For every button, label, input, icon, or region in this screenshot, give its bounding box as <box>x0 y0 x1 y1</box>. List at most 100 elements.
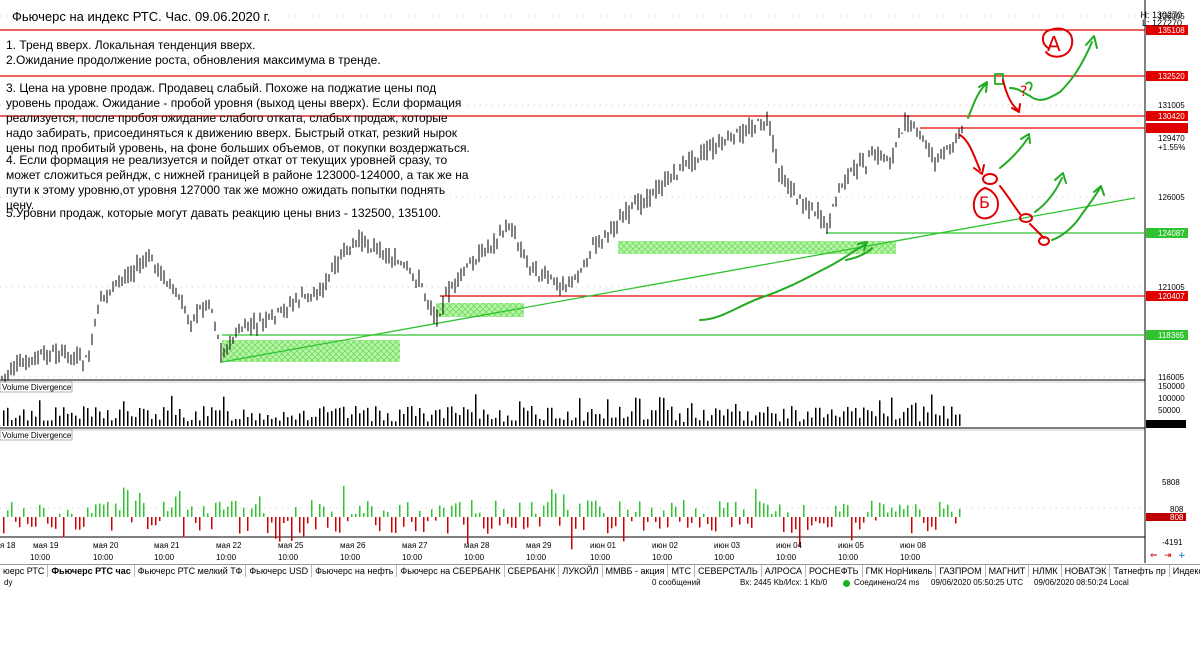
svg-text:10:00: 10:00 <box>838 553 859 562</box>
tab-1[interactable]: Фьючерс РТС час <box>48 565 135 577</box>
volume-bar <box>99 411 101 426</box>
tab-6[interactable]: СБЕРБАНК <box>505 565 560 577</box>
tab-17[interactable]: НОВАТЭК <box>1062 565 1111 577</box>
volume-bar <box>487 414 489 426</box>
trading-chart[interactable]: 136005 131005 126005 121005 116005 13510… <box>0 0 1200 600</box>
divergence-bar <box>579 503 581 517</box>
volume-bar <box>275 417 277 426</box>
svg-text:100000: 100000 <box>1158 394 1185 403</box>
volume-bar <box>331 411 333 426</box>
volume-bar <box>727 409 729 426</box>
volume-bar <box>351 414 353 426</box>
divergence-bar <box>603 513 605 517</box>
tab-15[interactable]: МАГНИТ <box>986 565 1030 577</box>
divergence-bar <box>71 513 73 517</box>
tab-16[interactable]: НЛМК <box>1029 565 1062 577</box>
volume-bar <box>899 418 901 426</box>
svg-text:июн 02: июн 02 <box>652 541 679 550</box>
divergence-bar <box>475 513 477 517</box>
tab-10[interactable]: СЕВЕРСТАЛЬ <box>695 565 762 577</box>
volume-bar <box>623 418 625 426</box>
volume-bar <box>851 411 853 426</box>
volume-bar <box>627 416 629 426</box>
volume-bar <box>191 419 193 426</box>
volume-bar <box>895 419 897 426</box>
divergence-bar <box>599 506 601 517</box>
divergence-bar <box>247 517 249 531</box>
volume-bar <box>751 420 753 426</box>
support-zones <box>222 241 896 362</box>
divergence-bar <box>39 504 41 517</box>
divergence-bar <box>479 512 481 517</box>
tab-19[interactable]: Индекс ММВБ <box>1170 565 1200 577</box>
volume-bar <box>511 420 513 426</box>
workspace-tabs: юерс РТС Фьючерс РТС час Фьючерс РТС мелки… <box>0 564 1200 577</box>
volume-bar <box>31 410 33 426</box>
volume-bar <box>615 417 617 426</box>
nav-arrows[interactable]: ⇐ ⇥ + <box>1150 551 1186 561</box>
divergence-bar <box>251 508 253 517</box>
divergence-bar <box>855 517 857 523</box>
divergence-bar <box>31 517 33 527</box>
volume-bar <box>875 416 877 426</box>
volume-bar <box>495 417 497 426</box>
time-axis: я 18 мая 19 мая 20 мая 21 мая 22 мая 25 … <box>0 541 927 562</box>
divergence-bar <box>923 517 925 523</box>
tab-7[interactable]: ЛУКОЙЛ <box>559 565 603 577</box>
tab-14[interactable]: ГАЗПРОМ <box>936 565 986 577</box>
volume-bar <box>55 407 57 426</box>
tab-4[interactable]: Фьючерс на нефть <box>312 565 398 577</box>
volume-bar <box>215 410 217 426</box>
volume-bar <box>259 413 261 426</box>
volume-bar <box>667 409 669 426</box>
divergence-bar <box>167 511 169 517</box>
svg-text:808: 808 <box>1170 513 1184 522</box>
volume-bar <box>111 420 113 426</box>
tab-12[interactable]: РОСНЕФТЬ <box>806 565 863 577</box>
volume-bar <box>63 407 65 426</box>
tab-2[interactable]: Фьючерс РТС мелкий ТФ <box>135 565 247 577</box>
volume-bar <box>539 418 541 426</box>
tab-13[interactable]: ГМК НорНикель <box>863 565 937 577</box>
volume-bar <box>643 419 645 426</box>
tab-18[interactable]: Татнефть пр <box>1110 565 1170 577</box>
volume-bar <box>79 418 81 426</box>
divergence-bar <box>135 500 137 517</box>
divergence-bar <box>927 517 929 532</box>
volume-bar <box>187 421 189 426</box>
divergence-bar <box>703 513 705 517</box>
tab-11[interactable]: АЛРОСА <box>762 565 806 577</box>
divergence-bar <box>811 517 813 526</box>
volume-bar <box>515 420 517 426</box>
volume-bar <box>795 410 797 426</box>
divergence-bar <box>727 502 729 517</box>
divergence-bar <box>439 505 441 517</box>
price-axis: 136005 131005 126005 121005 116005 <box>1158 12 1185 382</box>
divergence-bar <box>427 517 429 522</box>
tab-0[interactable]: юерс РТС <box>0 565 49 577</box>
divergence-bar <box>187 509 189 517</box>
volume-bar <box>655 410 657 426</box>
volume-bar <box>631 411 633 426</box>
volume-bar <box>195 411 197 426</box>
tab-9[interactable]: МТС <box>668 565 695 577</box>
svg-text:10:00: 10:00 <box>464 553 485 562</box>
divergence-bar <box>155 517 157 526</box>
status-messages: 0 сообщений <box>652 578 701 587</box>
divergence-bar <box>915 504 917 517</box>
volume-bar <box>147 410 149 426</box>
volume-bar <box>491 419 493 426</box>
divergence-bar <box>511 517 513 528</box>
volume-bar <box>915 402 917 426</box>
svg-text:июн 01: июн 01 <box>590 541 617 550</box>
tab-5[interactable]: Фьючерс на СБЕРБАНК <box>397 565 505 577</box>
svg-text:мая 29: мая 29 <box>526 541 552 550</box>
svg-text:мая 19: мая 19 <box>33 541 59 550</box>
tab-8[interactable]: ММВБ - акция <box>603 565 669 577</box>
tab-3[interactable]: Фьючерс USD <box>246 565 313 577</box>
divergence-bar <box>559 517 561 526</box>
divergence-bar <box>563 494 565 517</box>
divergence-bar <box>595 500 597 517</box>
divergence-bar <box>115 503 117 517</box>
volume-bar <box>383 420 385 426</box>
